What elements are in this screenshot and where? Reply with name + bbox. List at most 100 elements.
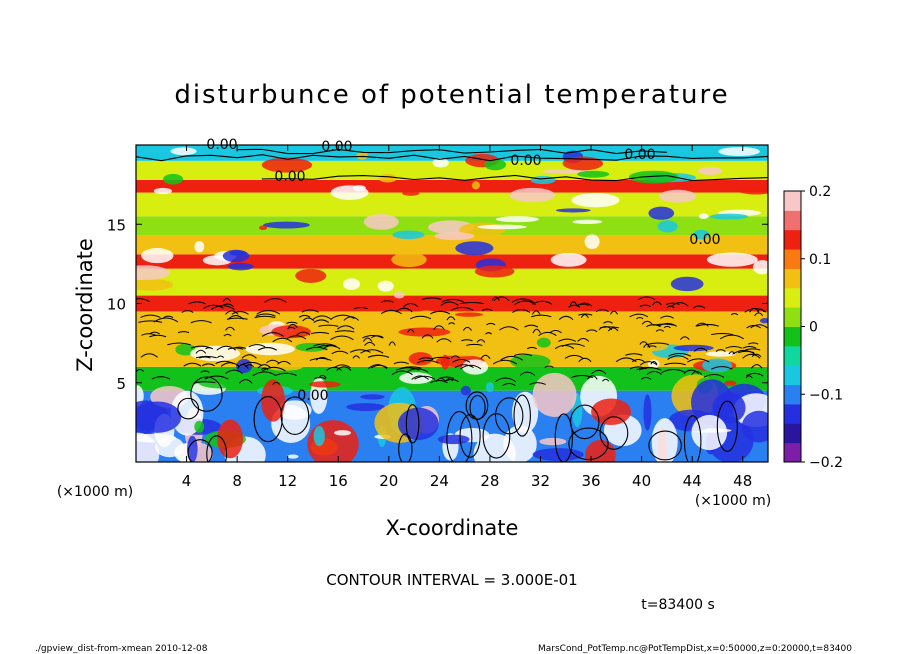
field-patch — [398, 327, 451, 337]
contour-line — [421, 334, 434, 339]
contour-line — [529, 382, 546, 385]
field-patch — [136, 265, 170, 281]
contour-line — [578, 357, 592, 363]
field-patch — [454, 312, 483, 317]
field-patch — [437, 434, 470, 445]
field-patch — [752, 260, 768, 275]
contour-line — [200, 370, 210, 373]
field-patch — [187, 435, 198, 462]
colorbar-swatch — [784, 403, 801, 424]
contour-line — [742, 345, 757, 349]
contour-line — [711, 366, 733, 370]
contour-line — [398, 433, 413, 462]
field-patch — [342, 278, 360, 290]
contour-line — [450, 306, 474, 311]
contour-line — [460, 302, 484, 305]
contour-line — [446, 316, 456, 321]
contour-line — [260, 367, 269, 371]
contour-line — [459, 414, 481, 458]
field-patch — [541, 169, 592, 174]
field-patch — [673, 344, 714, 352]
contour-line — [254, 315, 276, 319]
x-tick-label: 44 — [683, 472, 702, 490]
contour-line — [448, 322, 456, 325]
contour-line — [658, 322, 677, 327]
field-patch — [724, 380, 737, 386]
contour-line — [462, 326, 472, 331]
contour-line — [433, 325, 445, 330]
contour-line — [519, 371, 536, 376]
contour-line — [312, 315, 332, 320]
contour-line — [136, 298, 150, 303]
contour-line — [205, 347, 214, 350]
contour-line — [599, 326, 620, 329]
contour-line — [416, 359, 439, 364]
contour-line — [334, 330, 355, 333]
contour-line — [151, 376, 171, 380]
field-patch — [530, 175, 556, 185]
contour-line — [558, 338, 576, 342]
field-patch — [477, 224, 527, 230]
colorbar-tick-label: 0.2 — [809, 184, 831, 200]
x-tick-label: 48 — [733, 472, 752, 490]
field-patch — [509, 187, 556, 203]
contour-line — [264, 298, 287, 303]
colorbar-swatch — [784, 249, 801, 269]
contour-line — [313, 319, 330, 323]
contour-line — [625, 353, 643, 356]
contour-line — [367, 364, 388, 369]
field-patch — [485, 382, 494, 393]
field-patch — [759, 318, 768, 324]
contour-line — [549, 330, 562, 334]
colorbar — [783, 190, 802, 463]
x-tick-label: 8 — [232, 472, 242, 490]
contour-line — [667, 355, 689, 360]
y-tick-label: 10 — [107, 296, 126, 314]
contour-line — [586, 329, 598, 333]
contour-line — [241, 354, 257, 359]
contour-line — [331, 314, 355, 320]
field-patch — [352, 185, 366, 192]
contour-line — [716, 400, 738, 452]
contour-line — [187, 439, 213, 462]
contour-line — [287, 326, 296, 330]
contour-line — [745, 375, 753, 379]
contour-line — [380, 300, 394, 303]
field-patch — [584, 234, 600, 250]
contour-line — [647, 345, 657, 348]
contour-line — [337, 325, 355, 330]
field-patch — [158, 338, 184, 344]
contour-line — [396, 367, 420, 371]
contour-line — [262, 366, 286, 372]
field-patch — [163, 173, 184, 185]
field-patch — [698, 213, 709, 220]
field-patch — [393, 291, 405, 299]
field-patch — [295, 342, 328, 352]
field-patch — [136, 278, 174, 291]
contour-line — [661, 368, 686, 374]
contour-line — [531, 310, 541, 315]
colorbar-swatch — [784, 287, 801, 308]
field-patch — [356, 151, 368, 160]
field-patch — [261, 157, 313, 173]
contour-line — [631, 359, 645, 363]
field-patch — [670, 276, 704, 292]
field-patch — [441, 354, 450, 370]
contour-line — [201, 363, 215, 367]
contour-line — [301, 309, 319, 313]
field-patch — [263, 221, 310, 229]
contour-line — [636, 317, 644, 320]
colorbar-swatch — [784, 345, 801, 366]
contour-label-layer: 0.00 0.000.00 0.000.000.000.00 — [206, 137, 720, 404]
field-patch — [697, 166, 723, 175]
contour-label: 0.00 — [274, 169, 305, 185]
contour-line — [599, 416, 629, 450]
heatmap-band-9 — [136, 179, 768, 193]
field-patch — [153, 187, 172, 195]
field-patch — [434, 232, 475, 241]
field-patch — [495, 216, 539, 223]
field-patch — [346, 403, 385, 411]
contour-line — [167, 342, 191, 346]
contour-line — [311, 332, 330, 335]
